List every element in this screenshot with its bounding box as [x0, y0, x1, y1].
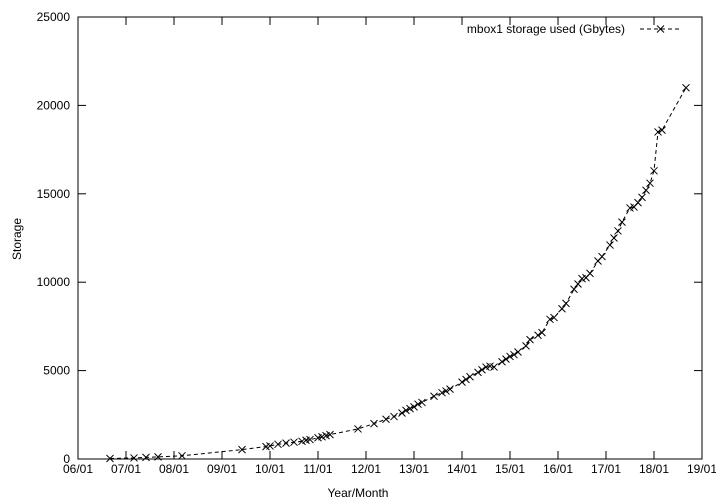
data-point [650, 166, 658, 175]
axis-tick-labels: 06/01 07/01 08/01 09/01 10/01 11/01 12/01 13/01… [37, 10, 716, 476]
data-point [478, 365, 486, 374]
data-point [638, 193, 646, 202]
x-tick-label: 14/01 [447, 462, 477, 476]
data-point [106, 454, 114, 463]
data-point [410, 402, 418, 411]
data-point [490, 363, 498, 371]
data-point [598, 252, 606, 261]
data-point [646, 179, 654, 188]
data-point [462, 375, 470, 384]
y-tick-label: 5000 [43, 364, 70, 378]
data-point [274, 440, 282, 449]
x-tick-label: 15/01 [495, 462, 525, 476]
data-point [522, 341, 530, 350]
data-point [390, 412, 398, 421]
x-tick-label: 16/01 [543, 462, 573, 476]
x-tick-label: 19/01 [687, 462, 716, 476]
x-tick-label: 11/01 [303, 462, 332, 476]
legend: mbox1 storage used (Gbytes) [467, 22, 682, 36]
x-tick-label: 13/01 [399, 462, 429, 476]
x-tick-label: 17/01 [591, 462, 621, 476]
data-point [562, 299, 570, 308]
data-point [634, 198, 642, 207]
x-axis-label: Year/Month [328, 486, 389, 500]
data-point [618, 218, 626, 226]
data-point [154, 453, 162, 461]
data-point [506, 352, 514, 361]
y-tick-label: 25000 [37, 10, 71, 24]
x-tick-label: 08/01 [159, 462, 189, 476]
plot-frame [77, 16, 703, 460]
x-tick-label: 06/01 [63, 462, 93, 476]
data-point [370, 419, 378, 428]
data-point [546, 315, 554, 324]
y-axis-label: Storage [10, 218, 24, 260]
data-point [570, 285, 578, 294]
data-point [550, 313, 558, 322]
data-point [642, 186, 650, 195]
data-point [354, 425, 362, 433]
data-point [402, 406, 410, 415]
data-point [418, 398, 426, 407]
data-point [326, 430, 334, 439]
data-point [306, 435, 314, 444]
data-point [438, 388, 446, 397]
data-point [130, 454, 138, 462]
data-point [498, 357, 506, 366]
data-point [586, 269, 594, 278]
data-point [266, 442, 274, 450]
data-point [606, 241, 614, 249]
legend-label: mbox1 storage used (Gbytes) [467, 22, 625, 36]
data-point [290, 438, 298, 447]
data-point [682, 83, 690, 92]
data-point [458, 378, 466, 386]
data-point [282, 439, 290, 447]
x-tick-label: 10/01 [255, 462, 285, 476]
data-point [534, 331, 542, 340]
x-tick-label: 09/01 [207, 462, 237, 476]
data-point [510, 350, 518, 359]
data-point [654, 128, 662, 136]
x-tick-label: 07/01 [111, 462, 141, 476]
x-tick-label: 18/01 [639, 462, 669, 476]
data-point [558, 304, 566, 313]
data-point [414, 400, 422, 409]
axis-ticks [77, 16, 703, 460]
data-point [658, 126, 666, 135]
data-point [178, 451, 186, 460]
data-point [238, 445, 246, 454]
data-point [502, 355, 510, 363]
data-point [610, 234, 618, 242]
data-markers [106, 83, 690, 463]
data-point [526, 335, 534, 344]
data-point [514, 348, 522, 356]
data-point [142, 453, 150, 462]
data-point [382, 415, 390, 424]
data-point [430, 392, 438, 401]
data-point [574, 280, 582, 288]
data-point [466, 372, 474, 381]
y-tick-label: 15000 [37, 187, 71, 201]
data-point [474, 368, 482, 377]
legend-marker [656, 25, 665, 33]
x-tick-label: 12/01 [351, 462, 381, 476]
data-point [446, 385, 454, 394]
data-point [614, 227, 622, 235]
data-point [538, 328, 546, 337]
data-point [406, 404, 414, 413]
data-point [442, 387, 450, 395]
y-tick-label: 0 [63, 452, 70, 466]
y-tick-label: 10000 [37, 275, 71, 289]
data-point [398, 409, 406, 417]
y-tick-label: 20000 [37, 98, 71, 112]
series-line [109, 87, 687, 459]
